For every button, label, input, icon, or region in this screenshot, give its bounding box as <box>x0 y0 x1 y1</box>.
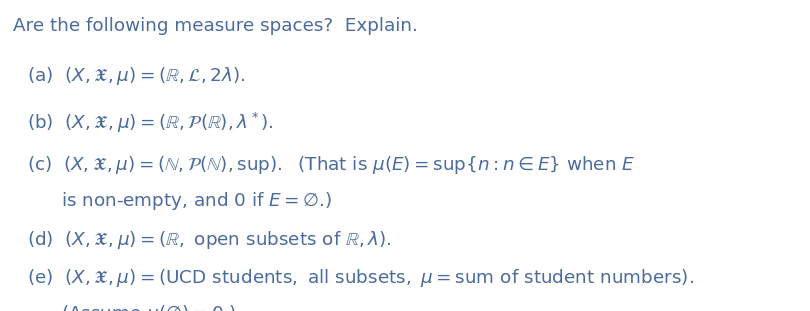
Text: (Assume $\mu(\emptyset) = 0$.): (Assume $\mu(\emptyset) = 0$.) <box>61 303 236 311</box>
Text: Are the following measure spaces?  Explain.: Are the following measure spaces? Explai… <box>13 17 418 35</box>
Text: (e)  $(X, \mathfrak{X}, \mu) = (\mathrm{UCD\ students,\ all\ subsets},\ \mu = \m: (e) $(X, \mathfrak{X}, \mu) = (\mathrm{U… <box>27 267 694 290</box>
Text: (a)  $(X, \mathfrak{X}, \mu) = (\mathbb{R}, \mathcal{L}, 2\lambda).$: (a) $(X, \mathfrak{X}, \mu) = (\mathbb{R… <box>27 65 245 87</box>
Text: (b)  $(X, \mathfrak{X}, \mu) = (\mathbb{R}, \mathcal{P}(\mathbb{R}), \lambda^*).: (b) $(X, \mathfrak{X}, \mu) = (\mathbb{R… <box>27 110 274 134</box>
Text: (d)  $(X, \mathfrak{X}, \mu) = (\mathbb{R},$ open subsets of $\mathbb{R}, \lambd: (d) $(X, \mathfrak{X}, \mu) = (\mathbb{R… <box>27 229 391 251</box>
Text: is non-empty, and 0 if $E = \emptyset$.): is non-empty, and 0 if $E = \emptyset$.) <box>61 190 332 212</box>
Text: (c)  $(X, \mathfrak{X}, \mu) = (\mathbb{N}, \mathcal{P}(\mathbb{N}), \mathrm{sup: (c) $(X, \mathfrak{X}, \mu) = (\mathbb{N… <box>27 154 635 176</box>
